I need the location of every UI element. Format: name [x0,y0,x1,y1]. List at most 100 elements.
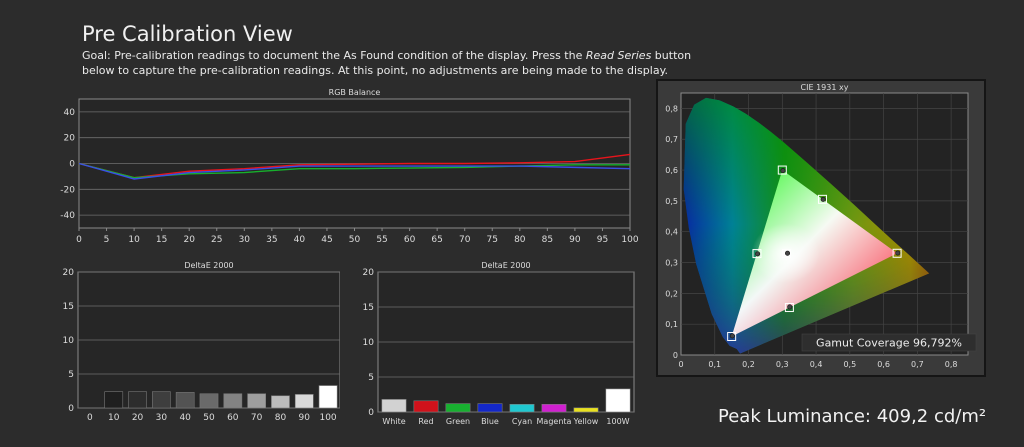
x-tick-label: 30 [156,413,168,423]
y-tick-label: 0,2 [665,289,678,298]
gamut-coverage-label: Gamut Coverage 96,792% [816,337,962,350]
bar [445,403,471,413]
measured-point [755,251,761,257]
x-tick-label: 0,8 [945,360,958,369]
x-tick-label: 45 [321,235,332,245]
cie-1931-chart: CIE 1931 xy 0,8 0,7 0,6 0,5 0,4 0,3 0,2 0,1 00 0,1… [665,83,977,369]
x-tick-label: 95 [597,235,608,245]
read-series-emphasis: Read Series [585,49,652,62]
y-tick-label: -20 [60,185,75,195]
x-tick-label: 35 [266,235,277,245]
x-tick-label: 90 [569,235,581,245]
y-tick-label: 5 [68,370,74,380]
x-tick-label: Magenta [537,417,572,426]
target-marker [727,332,737,342]
x-tick-label: 90 [299,413,311,423]
chart-title: DeltaE 2000 [481,261,530,270]
chart-title: DeltaE 2000 [184,261,233,270]
x-tick-label: 50 [349,235,361,245]
x-tick-label: 70 [251,413,263,423]
y-tick-label: 0,5 [665,197,678,206]
y-tick-label: 0,3 [665,259,678,268]
y-tick-label: 0 [368,408,374,418]
y-tick-label: 20 [63,268,75,278]
bar [477,403,503,413]
bar [318,385,338,409]
x-tick-label: Green [446,417,470,426]
page-title: Pre Calibration View [82,22,293,46]
bar [271,395,290,409]
x-tick-label: 75 [487,235,498,245]
target-marker [817,194,827,204]
rgb-balance-chart: RGB Balance 40 20 0 -20 -40 0 5 10 15 20 25 30 35 40 45… [60,88,639,245]
y-tick-label: 0 [68,404,74,414]
measured-point [729,333,735,339]
bar [381,399,407,413]
x-tick-label: 80 [514,235,526,245]
x-tick-label: 40 [294,235,306,245]
target-marker [782,249,792,259]
y-tick-label: 0,8 [665,104,678,113]
y-tick-label: 10 [363,338,375,348]
bar [247,393,266,409]
bar [128,391,147,409]
bar [573,407,599,413]
x-tick-label: 0,6 [877,360,890,369]
measured-point [787,304,793,310]
x-tick-label: 20 [132,413,144,423]
y-tick-label: 0,6 [665,166,678,175]
y-tick-label: 20 [64,134,76,144]
y-tick-label: 40 [64,108,76,118]
x-tick-label: 85 [542,235,553,245]
x-tick-label: 100 [319,413,336,423]
y-tick-label: 10 [63,336,75,346]
x-tick-label: 15 [156,235,167,245]
x-tick-label: 40 [179,413,191,423]
x-tick-label: 0 [87,413,93,423]
bar [104,391,124,409]
goal-text: Goal: Pre-calibration readings to docume… [82,48,702,78]
x-tick-label: Red [418,417,433,426]
x-tick-label: 0,4 [810,360,823,369]
y-tick-label: 15 [363,303,374,313]
x-tick-label: 0 [678,360,683,369]
x-tick-label: 80 [275,413,287,423]
x-tick-label: Yellow [573,417,599,426]
target-marker [777,165,787,175]
x-tick-label: 0,5 [843,360,856,369]
bar [413,400,439,413]
x-tick-label: 55 [376,235,387,245]
x-tick-label: 0,1 [708,360,721,369]
x-tick-label: 20 [183,235,195,245]
x-tick-label: 0,2 [742,360,755,369]
x-tick-label: 0,3 [776,360,789,369]
target-marker [752,249,762,259]
measured-point [780,168,786,174]
deltae-colors-chart: DeltaE 2000 20 15 10 5 0 White Red Green Blue Cyan… [363,261,635,426]
y-tick-label: -40 [60,211,75,221]
y-tick-label: 5 [368,373,374,383]
goal-text-part2: button below to capture the pre-calibrat… [82,49,692,77]
y-tick-label: 0 [69,160,75,170]
bar [199,393,219,409]
cie-panel: CIE 1931 xy 0,8 0,7 0,6 0,5 0,4 0,3 0,2 0,1 0 0 0,1… [656,79,986,377]
x-tick-label: Blue [481,417,499,426]
bar [175,392,195,409]
bar [509,404,535,413]
x-tick-label: 60 [404,235,416,245]
x-tick-label: 65 [431,235,442,245]
series-line-0 [78,153,631,179]
y-tick-label: 0,7 [665,135,678,144]
y-tick-label: 20 [363,268,375,278]
y-tick-label: 0,4 [665,228,678,237]
peak-luminance: Peak Luminance: 409,2 cd/m² [718,406,987,427]
x-tick-label: 30 [239,235,251,245]
x-tick-label: White [382,417,405,426]
chart-title: CIE 1931 xy [801,83,849,92]
x-tick-label: 5 [104,235,110,245]
bar [605,388,631,413]
measured-point [820,196,826,202]
x-tick-label: Cyan [512,417,532,426]
y-tick-label: 0 [673,351,678,360]
